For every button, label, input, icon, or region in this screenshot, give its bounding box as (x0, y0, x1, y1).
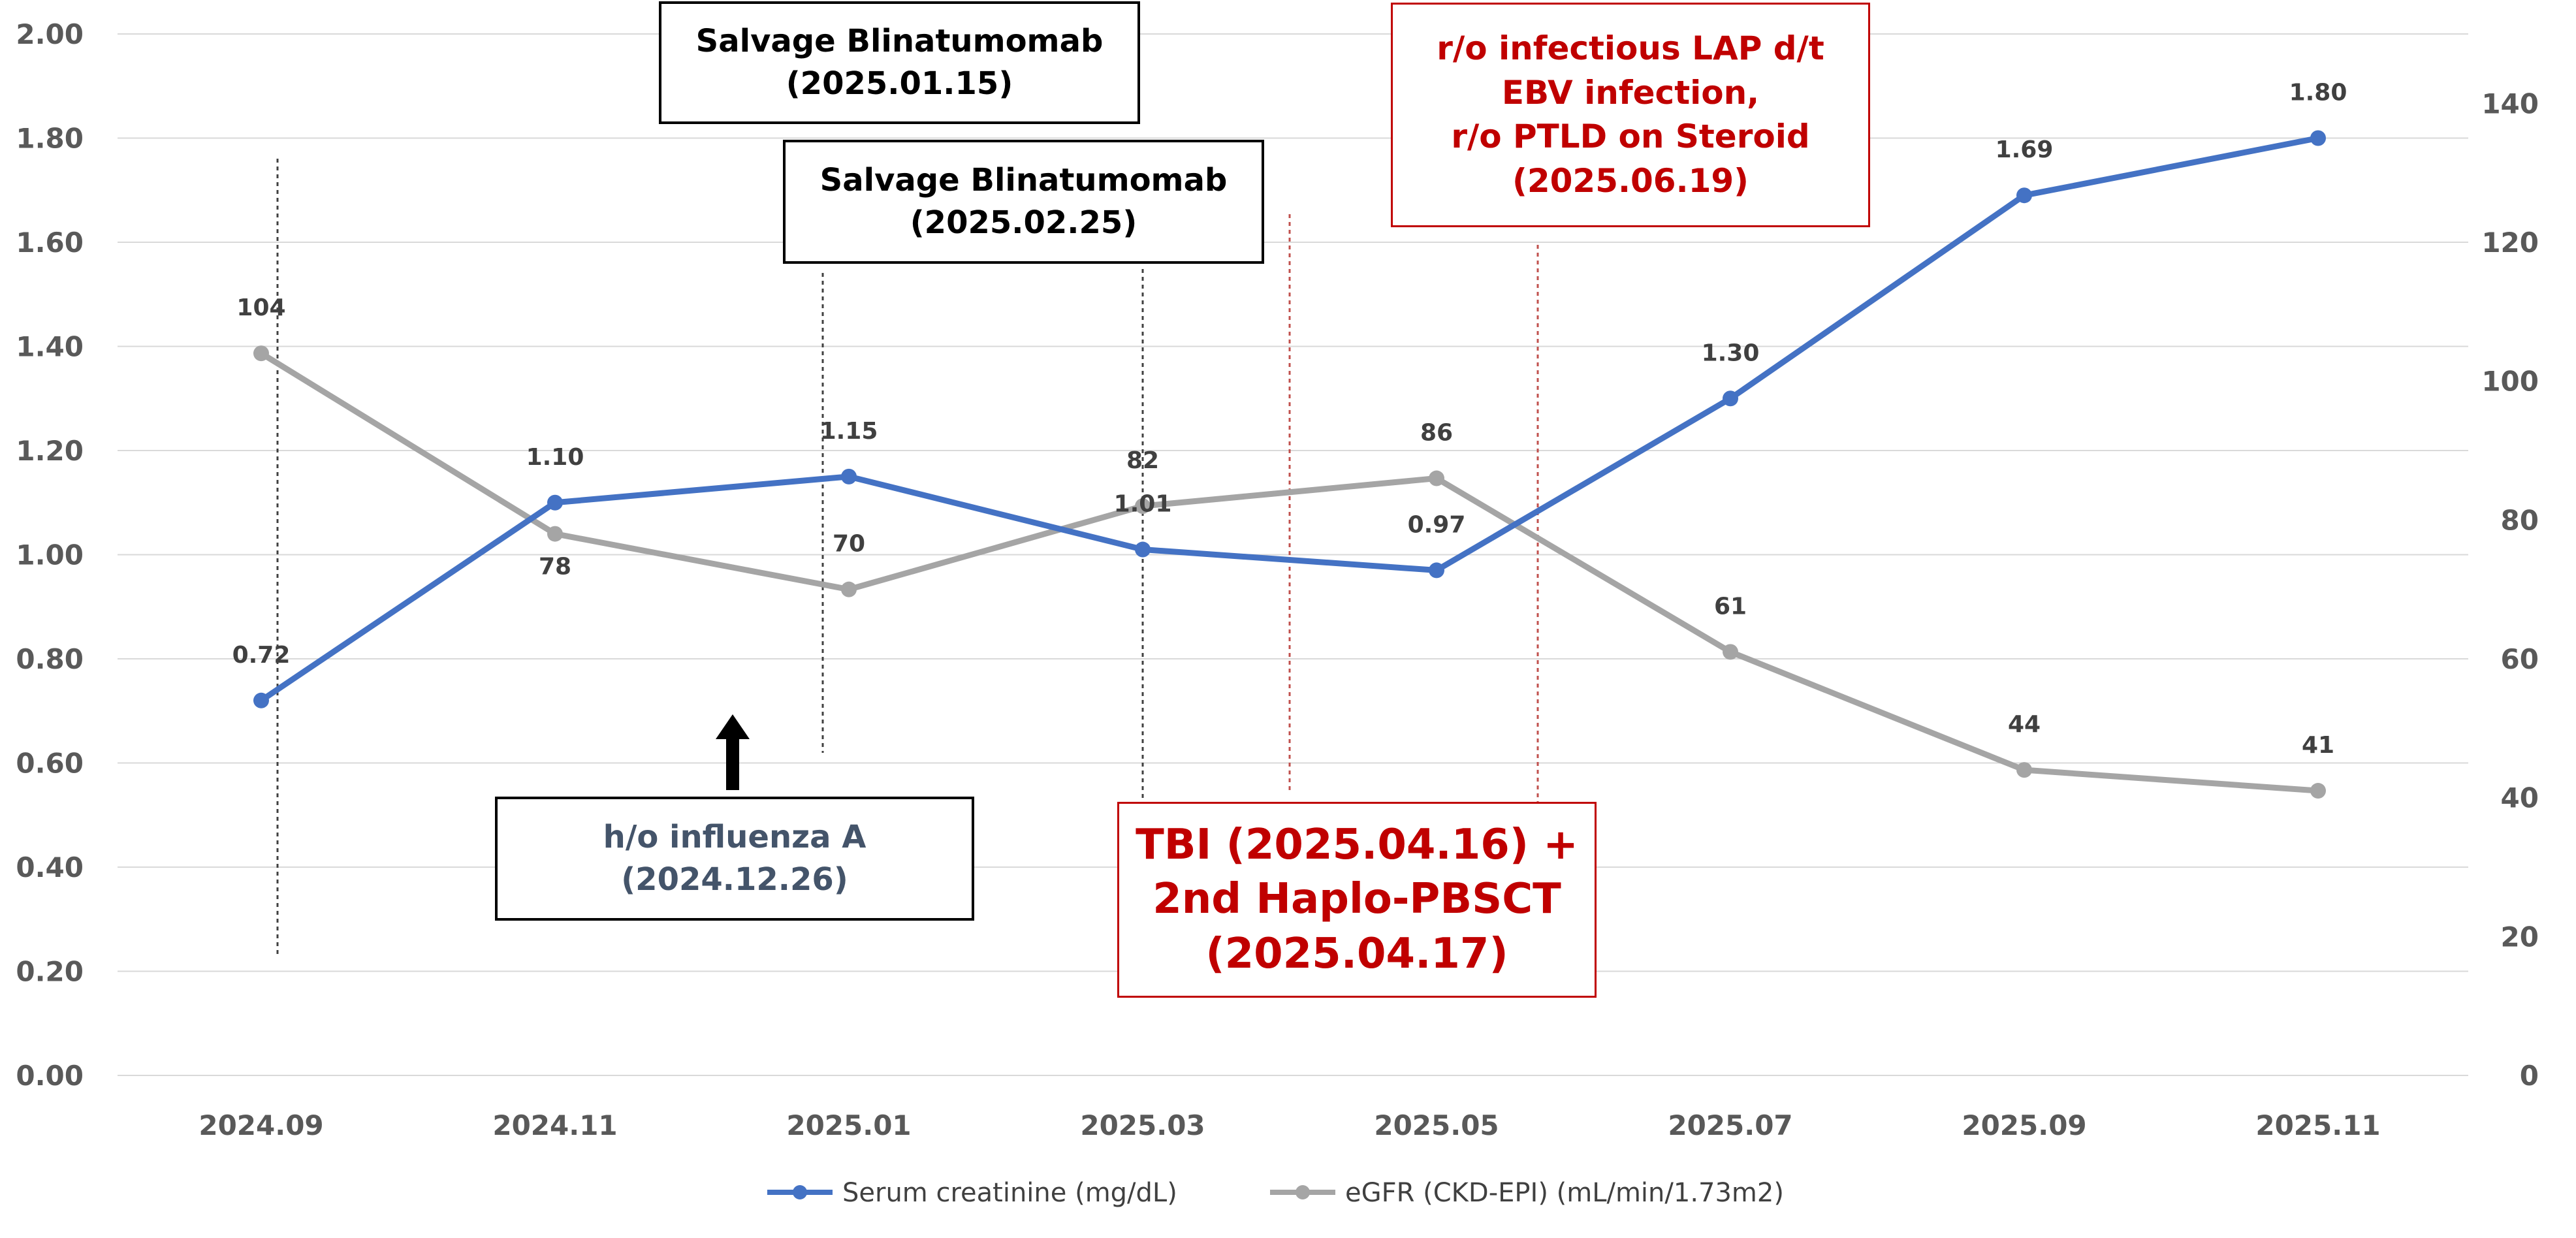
x-tick-label: 2025.01 (786, 1109, 911, 1141)
annotation-blinatumomab-2: Salvage Blinatumomab (2025.02.25) (783, 140, 1264, 264)
creatinine-point (547, 494, 563, 511)
egfr-point (1429, 470, 1444, 486)
legend: Serum creatinine (mg/dL) eGFR (CKD-EPI) (… (767, 1178, 1784, 1208)
x-tick-label: 2025.11 (2255, 1109, 2380, 1141)
y-right-tick-label: 20 (2501, 921, 2539, 953)
y-right-tick-label: 100 (2481, 366, 2539, 398)
x-tick-label: 2025.07 (1668, 1109, 1792, 1141)
y-right-tick-label: 140 (2481, 87, 2539, 119)
creatinine-point (253, 692, 269, 708)
y-left-tick-label: 1.80 (16, 123, 84, 155)
annotation-influenza: h/o influenza A (2024.12.26) (495, 797, 974, 921)
y-right-tick-label: 0 (2520, 1060, 2539, 1092)
creatinine-point (1723, 390, 1738, 407)
annotation-tbi-haplo-pbsct: TBI (2025.04.16) + 2nd Haplo-PBSCT (2025… (1117, 802, 1597, 998)
egfr-point (253, 345, 269, 362)
creatinine-data-label: 1.10 (526, 444, 584, 471)
creatinine-data-label: 1.69 (1996, 136, 2054, 163)
up-arrow-icon (716, 714, 750, 790)
creatinine-point (1135, 541, 1151, 558)
y-left-tick-label: 0.60 (16, 748, 84, 780)
egfr-data-label: 78 (539, 554, 571, 580)
y-left-tick-label: 2.00 (16, 18, 84, 50)
egfr-data-label: 82 (1126, 447, 1159, 474)
legend-egfr-label: eGFR (CKD-EPI) (mL/min/1.73m2) (1345, 1178, 1784, 1208)
egfr-point (1135, 498, 1151, 515)
y-left-tick-label: 1.40 (16, 331, 84, 363)
egfr-point (841, 581, 857, 597)
data-labels: 0.72 1.10 1.15 1.01 0.97 1.30 1.69 1.80 104 78 70 8… (232, 80, 2347, 759)
y-left-tick-label: 0.80 (16, 643, 84, 675)
egfr-data-label: 104 (236, 294, 285, 321)
egfr-point (2310, 783, 2326, 799)
creatinine-point (2016, 187, 2032, 204)
egfr-line (258, 350, 2321, 794)
legend-creatinine-marker (793, 1185, 807, 1199)
x-tick-label: 2024.11 (492, 1109, 617, 1141)
creatinine-data-label: 0.97 (1408, 511, 1466, 538)
y-right-tick-label: 60 (2501, 643, 2539, 675)
y-left-tick-label: 1.60 (16, 227, 84, 259)
annotation-ebv-ptld: r/o infectious LAP d/t EBV infection, r/… (1391, 3, 1870, 227)
legend-egfr-marker (1296, 1185, 1310, 1199)
creatinine-data-label: 1.30 (1702, 340, 1760, 366)
y-left-tick-label: 1.00 (16, 539, 84, 571)
y-left-tick-label: 1.20 (16, 435, 84, 467)
egfr-data-label: 41 (2302, 732, 2334, 759)
egfr-data-label: 61 (1714, 593, 1747, 620)
egfr-point (2016, 762, 2032, 778)
y-left-tick-label: 0.40 (16, 851, 84, 883)
creatinine-point (1429, 562, 1444, 579)
egfr-point (1723, 644, 1738, 660)
x-tick-label: 2024.09 (199, 1109, 323, 1141)
x-tick-label: 2025.05 (1374, 1109, 1499, 1141)
egfr-data-label: 86 (1420, 420, 1453, 447)
creatinine-data-label: 1.01 (1114, 491, 1172, 518)
y-left-tick-label: 0.20 (16, 956, 84, 988)
egfr-data-label: 70 (833, 531, 865, 558)
creatinine-line (258, 135, 2321, 704)
y-right-tick-label: 80 (2501, 504, 2539, 536)
egfr-point (547, 526, 563, 542)
series-lines (253, 130, 2326, 799)
creatinine-point (2310, 130, 2326, 146)
annotation-blinatumomab-1: Salvage Blinatumomab (2025.01.15) (659, 1, 1140, 124)
y-right-tick-label: 120 (2481, 227, 2539, 259)
x-tick-label: 2025.03 (1080, 1109, 1205, 1141)
x-tick-label: 2025.09 (1962, 1109, 2086, 1141)
creatinine-data-label: 0.72 (232, 642, 291, 669)
egfr-data-label: 44 (2008, 711, 2041, 738)
creatinine-point (841, 468, 857, 484)
axes: 0.00 0.20 0.40 0.60 0.80 1.00 1.20 1.40 1.60 1.80… (16, 18, 2539, 1141)
legend-creatinine-label: Serum creatinine (mg/dL) (842, 1178, 1177, 1208)
y-right-tick-label: 40 (2501, 782, 2539, 814)
creatinine-data-label: 1.15 (820, 418, 878, 445)
y-left-tick-label: 0.00 (16, 1060, 84, 1092)
creatinine-data-label: 1.80 (2289, 80, 2347, 106)
